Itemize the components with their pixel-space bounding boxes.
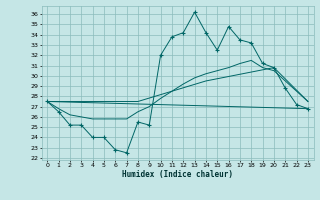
X-axis label: Humidex (Indice chaleur): Humidex (Indice chaleur) — [122, 170, 233, 179]
